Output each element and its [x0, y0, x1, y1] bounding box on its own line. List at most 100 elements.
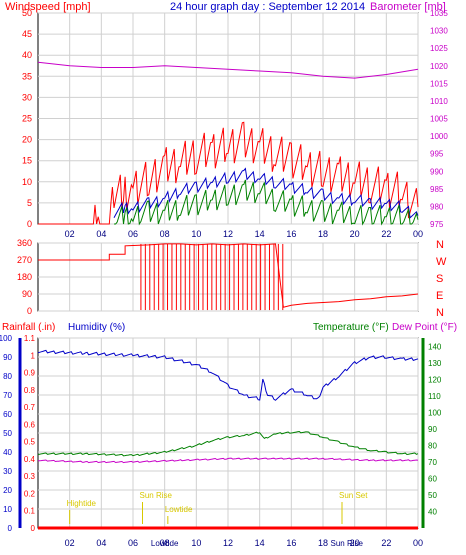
compass-label: N [436, 307, 444, 319]
wind-x-tick-label: 08 [160, 229, 170, 239]
windspeed-tick-label: 35 [22, 71, 32, 81]
dewpoint-label: Dew Point (°F) [392, 322, 457, 333]
humidity-tick-label: 50 [3, 429, 12, 438]
wind-x-tick-label: 10 [191, 229, 201, 239]
weather-x-tick-label: 04 [96, 538, 106, 548]
weather-x-tick-label: 10 [191, 538, 201, 548]
direction-tick-label: 360 [17, 238, 32, 248]
windspeed-tick-label: 45 [22, 29, 32, 39]
barometer-tick-label: 1015 [430, 79, 448, 88]
barometer-axis-title: Barometer [mb] [370, 1, 446, 13]
temperature-tick-label: 70 [428, 458, 437, 467]
barometer-tick-label: 1035 [430, 9, 448, 18]
direction-tick-label: 0 [27, 306, 32, 316]
temperature-tick-label: 60 [428, 474, 437, 483]
wind-x-tick-label: 04 [96, 229, 106, 239]
temperature-label: Temperature (°F) [313, 322, 389, 333]
barometer-tick-label: 1010 [430, 97, 448, 106]
rainfall-tick-label: 0.1 [24, 507, 36, 516]
dewpoint-line [37, 457, 419, 464]
wind-x-tick-label: 06 [128, 229, 138, 239]
annotation-label: Sun Set [339, 491, 368, 500]
humidity-tick-label: 80 [3, 372, 12, 381]
windspeed-tick-label: 30 [22, 92, 32, 102]
temperature-tick-label: 50 [428, 491, 437, 500]
windspeed-tick-label: 10 [22, 177, 32, 187]
windspeed-tick-label: 5 [27, 198, 32, 208]
weather-x-tick-label: 20 [350, 538, 360, 548]
wind-x-tick-label: 20 [350, 229, 360, 239]
windspeed-tick-label: 20 [22, 135, 32, 145]
weather-x-tick-label: 08 [160, 538, 170, 548]
windspeed-low-line [114, 179, 419, 226]
windspeed-gust-line [38, 121, 419, 225]
barometer-tick-label: 1005 [430, 115, 448, 124]
windspeed-tick-label: 50 [22, 8, 32, 18]
rainfall-tick-label: 0.4 [24, 455, 36, 464]
barometer-tick-label: 980 [430, 202, 444, 211]
barometer-tick-label: 995 [430, 150, 444, 159]
windspeed-tick-label: 15 [22, 156, 32, 166]
barometer-line [37, 61, 419, 79]
humidity-tick-label: 40 [3, 448, 12, 457]
humidity-tick-label: 60 [3, 410, 12, 419]
rainfall-tick-label: 0.9 [24, 369, 36, 378]
humidity-tick-label: 20 [3, 486, 12, 495]
direction-tick-label: 180 [17, 272, 32, 282]
wind-x-tick-label: 18 [318, 229, 328, 239]
rainfall-tick-label: 0.2 [24, 489, 36, 498]
humidity-tick-label: 70 [3, 391, 12, 400]
bottom-extra-label: Sun Rise [331, 539, 364, 548]
compass-label: N [436, 239, 444, 251]
barometer-tick-label: 1025 [430, 44, 448, 53]
rainfall-tick-label: 1 [31, 351, 36, 360]
windspeed-tick-label: 40 [22, 50, 32, 60]
rainfall-tick-label: 1.1 [24, 334, 36, 343]
temperature-tick-label: 140 [428, 342, 442, 351]
wind-x-tick-label: 12 [223, 229, 233, 239]
direction-tick-label: 90 [22, 289, 32, 299]
wind-x-tick-label: 16 [286, 229, 296, 239]
temperature-tick-label: 80 [428, 441, 437, 450]
weather-x-tick-label: 16 [286, 538, 296, 548]
weather-x-tick-label: 06 [128, 538, 138, 548]
wind-x-tick-label: 02 [65, 229, 75, 239]
windspeed-axis-title: Windspeed [mph] [5, 1, 91, 13]
windspeed-tick-label: 25 [22, 114, 32, 124]
compass-label: E [436, 290, 443, 302]
rainfall-tick-label: 0 [31, 524, 36, 533]
temperature-tick-label: 110 [428, 392, 441, 401]
barometer-tick-label: 1030 [430, 27, 448, 36]
humidity-tick-label: 0 [8, 524, 13, 533]
compass-label: W [436, 256, 447, 268]
weather-x-tick-label: 14 [255, 538, 265, 548]
weather-x-tick-label: 22 [381, 538, 391, 548]
rainfall-tick-label: 0.5 [24, 438, 36, 447]
barometer-tick-label: 1020 [430, 62, 448, 71]
temperature-tick-label: 40 [428, 507, 437, 516]
humidity-line [37, 349, 419, 401]
humidity-label: Humidity (%) [68, 322, 125, 333]
windspeed-tick-label: 0 [27, 219, 32, 229]
wind-x-tick-label: 14 [255, 229, 265, 239]
barometer-tick-label: 990 [430, 167, 444, 176]
humidity-tick-label: 90 [3, 353, 12, 362]
temperature-tick-label: 90 [428, 425, 437, 434]
graph-title: 24 hour graph day : September 12 2014 [170, 1, 365, 13]
barometer-tick-label: 985 [430, 185, 444, 194]
humidity-tick-label: 100 [0, 334, 13, 343]
compass-label: S [436, 273, 443, 285]
rainfall-tick-label: 0.6 [24, 420, 36, 429]
wind-x-tick-label: 22 [381, 229, 391, 239]
annotation-label: Sun Rise [140, 491, 173, 500]
annotation-label: Hightide [67, 499, 97, 508]
rainfall-tick-label: 0.8 [24, 386, 36, 395]
direction-tick-label: 270 [17, 255, 32, 265]
rainfall-tick-label: 0.7 [24, 403, 36, 412]
bottom-extra-label: Lowtide [151, 539, 179, 548]
temperature-tick-label: 130 [428, 359, 442, 368]
humidity-tick-label: 30 [3, 467, 12, 476]
rainfall-label: Rainfall (.in) [2, 322, 55, 333]
